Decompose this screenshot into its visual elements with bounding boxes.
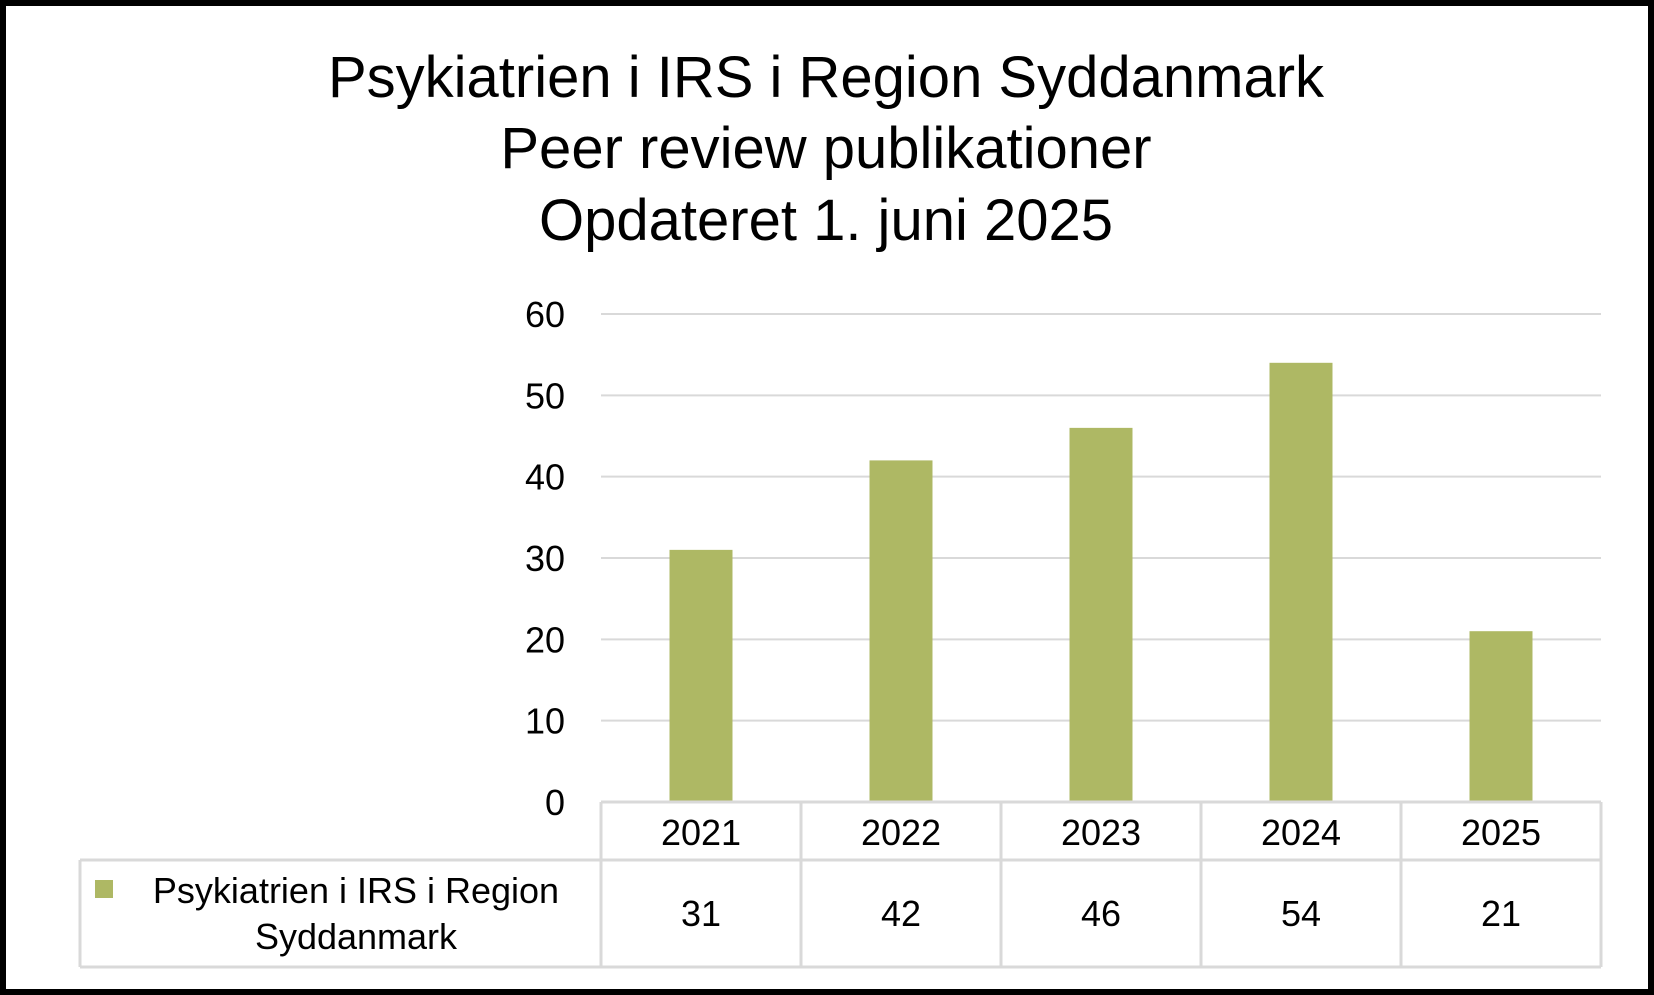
y-tick-label: 0 bbox=[545, 782, 565, 823]
bar bbox=[1469, 631, 1533, 802]
bar bbox=[1269, 362, 1333, 802]
x-tick-label: 2025 bbox=[1461, 812, 1541, 853]
x-tick-label: 2024 bbox=[1261, 812, 1341, 853]
legend-label-line-1: Psykiatrien i IRS i Region bbox=[153, 870, 559, 911]
bar bbox=[869, 460, 933, 802]
title-line-1: Psykiatrien i IRS i Region Syddanmark bbox=[328, 45, 1325, 110]
data-table-value: 31 bbox=[681, 893, 721, 934]
bar bbox=[669, 549, 733, 802]
y-tick-label: 20 bbox=[525, 619, 565, 660]
legend-label-line-2: Syddanmark bbox=[255, 916, 458, 957]
y-tick-label: 30 bbox=[525, 538, 565, 579]
x-tick-label: 2021 bbox=[661, 812, 741, 853]
data-table-value: 46 bbox=[1081, 893, 1121, 934]
chart-title: Psykiatrien i IRS i Region Syddanmark Pe… bbox=[328, 45, 1325, 253]
x-tick-label: 2022 bbox=[861, 812, 941, 853]
x-tick-label: 2023 bbox=[1061, 812, 1141, 853]
legend-swatch bbox=[95, 880, 113, 898]
y-tick-label: 10 bbox=[525, 701, 565, 742]
y-tick-label: 40 bbox=[525, 457, 565, 498]
y-tick-label: 50 bbox=[525, 375, 565, 416]
data-table-value: 42 bbox=[881, 893, 921, 934]
data-table-value: 21 bbox=[1481, 893, 1521, 934]
bar bbox=[1069, 427, 1133, 802]
title-line-2: Peer review publikationer bbox=[500, 116, 1151, 181]
data-table-value: 54 bbox=[1281, 893, 1321, 934]
y-tick-label: 60 bbox=[525, 294, 565, 335]
title-line-3: Opdateret 1. juni 2025 bbox=[539, 188, 1113, 253]
